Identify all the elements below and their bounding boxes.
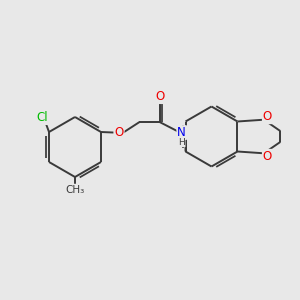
Text: O: O bbox=[263, 150, 272, 163]
Text: CH₃: CH₃ bbox=[65, 184, 85, 195]
Text: O: O bbox=[263, 110, 272, 123]
Text: H: H bbox=[178, 138, 185, 147]
Text: Cl: Cl bbox=[37, 111, 48, 124]
Text: N: N bbox=[177, 126, 186, 139]
Text: O: O bbox=[155, 90, 164, 103]
Text: O: O bbox=[114, 126, 124, 139]
